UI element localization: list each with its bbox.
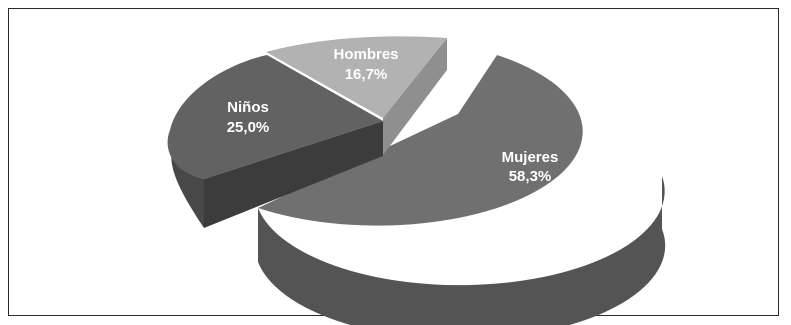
slice-ninos-value: 25,0% xyxy=(227,119,270,136)
slice-mujeres-value: 58,3% xyxy=(509,168,552,185)
slice-hombres-top xyxy=(266,36,447,118)
slice-hombres-value: 16,7% xyxy=(345,66,388,83)
slice-ninos: Niños 25,0% xyxy=(167,55,383,228)
slice-ninos-label: Niños xyxy=(227,99,269,116)
slice-mujeres-label: Mujeres xyxy=(502,149,559,166)
slice-ninos-top xyxy=(167,55,383,179)
slice-ninos-radial-side xyxy=(204,121,383,228)
slice-hombres-label: Hombres xyxy=(333,46,398,63)
slice-hombres-side xyxy=(383,38,447,155)
slice-mujeres-top xyxy=(258,55,583,226)
slice-ninos-outer-side xyxy=(170,133,204,228)
slice-mujeres-side xyxy=(258,176,666,325)
slice-hombres: Hombres 16,7% xyxy=(266,36,447,155)
slice-mujeres: Mujeres 58,3% xyxy=(258,55,666,325)
